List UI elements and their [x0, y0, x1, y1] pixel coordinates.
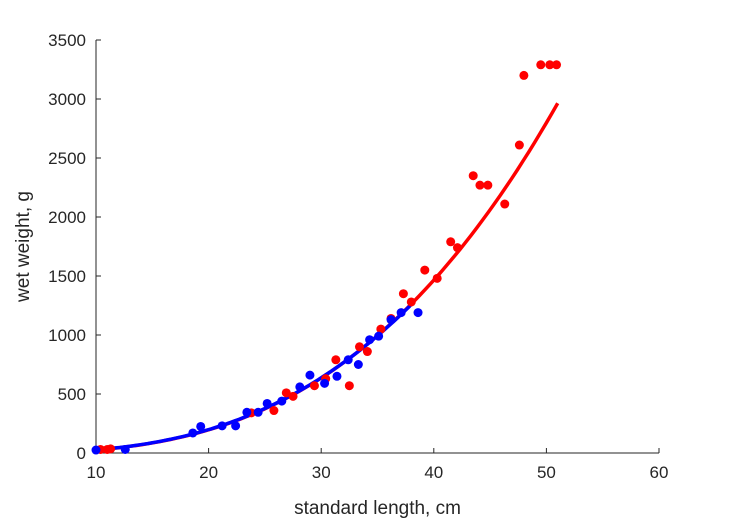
data-point	[106, 444, 116, 454]
x-tick-label: 40	[424, 463, 443, 482]
data-point	[483, 180, 493, 190]
y-tick-label: 2000	[48, 208, 86, 227]
data-point	[398, 289, 408, 299]
data-point	[295, 382, 305, 392]
data-point	[288, 391, 298, 401]
data-point	[420, 265, 430, 275]
y-tick-label: 1500	[48, 267, 86, 286]
data-point	[231, 421, 241, 431]
x-tick-label: 30	[312, 463, 331, 482]
data-point	[446, 237, 456, 247]
data-point	[536, 60, 546, 70]
data-point	[500, 199, 510, 209]
data-point	[332, 371, 342, 381]
x-tick-label: 10	[87, 463, 106, 482]
y-tick-label: 0	[77, 444, 86, 463]
data-point	[354, 342, 364, 352]
data-point	[413, 308, 423, 318]
data-point	[91, 445, 101, 455]
data-point	[432, 273, 442, 283]
data-point	[374, 331, 384, 341]
x-ticks: 10 20 30 40 50 60	[87, 448, 669, 482]
data-point	[344, 381, 354, 391]
data-point	[269, 406, 279, 416]
data-point	[362, 347, 372, 357]
data-point	[514, 140, 524, 150]
data-point	[452, 243, 462, 253]
y-tick-label: 2500	[48, 149, 86, 168]
y-tick-label: 1000	[48, 326, 86, 345]
data-point	[242, 407, 252, 417]
data-point	[386, 315, 396, 325]
plot-area: 10 20 30 40 50 60 0 500 1000 1500 2000 2500 3000 350…	[48, 31, 668, 482]
data-point	[305, 370, 315, 380]
y-tick-label: 3500	[48, 31, 86, 50]
fit-line-0	[95, 102, 560, 452]
data-point	[188, 428, 198, 438]
data-point	[376, 324, 386, 334]
data-point	[253, 407, 263, 417]
y-tick-label: 500	[58, 385, 86, 404]
x-axis-label: standard length, cm	[294, 498, 461, 519]
data-point	[475, 180, 485, 190]
data-point	[519, 70, 529, 80]
data-point	[277, 396, 287, 406]
data-point	[331, 355, 341, 365]
data-point	[365, 335, 375, 345]
data-points	[91, 60, 562, 455]
data-point	[120, 444, 130, 454]
fit-line-1	[95, 300, 415, 452]
data-point	[196, 421, 206, 431]
y-tick-label: 3000	[48, 90, 86, 109]
x-tick-label: 50	[537, 463, 556, 482]
data-point	[262, 398, 272, 408]
data-point	[309, 381, 319, 391]
fit-lines	[95, 102, 560, 452]
y-ticks: 0 500 1000 1500 2000 2500 3000 3500	[48, 31, 101, 463]
data-point	[396, 308, 406, 318]
x-tick-label: 60	[650, 463, 669, 482]
data-point	[406, 297, 416, 307]
data-point	[343, 355, 353, 365]
data-point	[468, 171, 478, 181]
y-axis-label: wet weight, g	[13, 191, 34, 303]
data-point	[217, 421, 227, 431]
x-tick-label: 20	[199, 463, 218, 482]
data-point	[552, 60, 562, 70]
data-point	[545, 60, 555, 70]
data-point	[281, 388, 291, 398]
data-point	[353, 360, 363, 369]
data-point	[320, 378, 330, 388]
